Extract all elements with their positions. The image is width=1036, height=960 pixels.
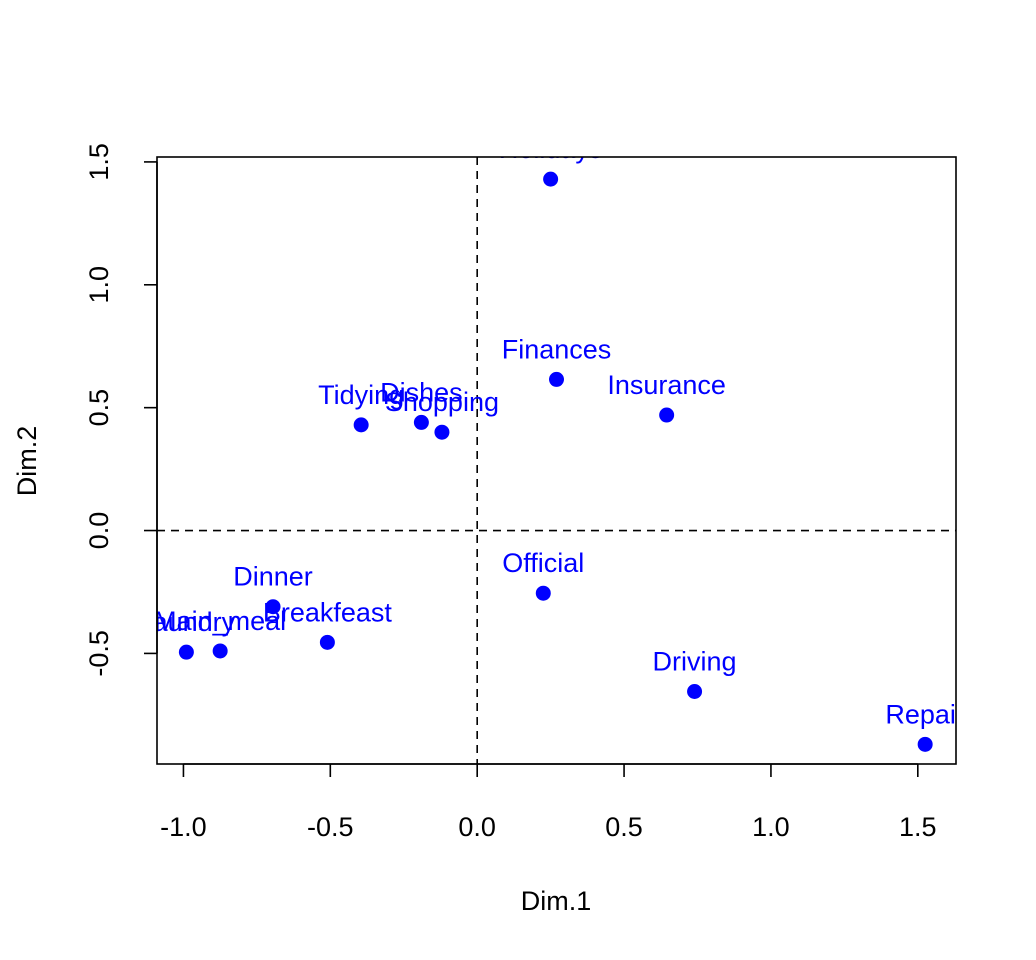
x-tick-label: 0.5	[605, 812, 643, 842]
plot-frame	[156, 156, 957, 765]
point-label: Holidays	[499, 134, 603, 164]
data-points: LaundryMain_mealDinnerBreakfeastTidyingD…	[138, 134, 965, 752]
point-label: Official	[502, 548, 584, 578]
x-axis: -1.0 -0.5 0.0 0.5 1.0 1.5	[160, 763, 937, 842]
x-axis-label: Dim.1	[521, 886, 592, 916]
point-label: Insurance	[607, 370, 726, 400]
point-label: Breakfeast	[263, 597, 393, 627]
point-dishes	[413, 414, 429, 430]
point-label: Dishes	[380, 377, 463, 407]
point-shopping	[434, 424, 450, 440]
x-tick-label: 1.0	[752, 812, 790, 842]
point-label: Driving	[653, 647, 737, 677]
point-repair	[917, 736, 933, 752]
point-laundry	[178, 644, 194, 660]
point-label: Finances	[502, 334, 612, 364]
x-tick-label: -1.0	[160, 812, 207, 842]
y-tick-label: 0.5	[84, 389, 114, 427]
y-axis-label: Dim.2	[12, 426, 42, 497]
point-label: Tidying	[318, 380, 404, 410]
x-tick-label: -0.5	[307, 812, 354, 842]
x-tick-label: 1.5	[899, 812, 937, 842]
point-label: Laundry	[138, 607, 236, 637]
point-holidays	[543, 171, 559, 187]
point-breakfeast	[319, 634, 335, 650]
point-tidying	[353, 417, 369, 433]
point-insurance	[659, 407, 675, 423]
point-driving	[687, 684, 703, 700]
y-tick-label: 1.5	[84, 143, 114, 181]
y-tick-label: -0.5	[84, 630, 114, 677]
y-tick-label: 0.0	[84, 512, 114, 550]
point-label: Main_meal	[154, 606, 286, 636]
x-tick-label: 0.0	[458, 812, 496, 842]
point-label: Shopping	[385, 387, 499, 417]
y-axis: -0.5 0.0 0.5 1.0 1.5	[84, 143, 158, 677]
point-main-meal	[212, 643, 228, 659]
y-tick-label: 1.0	[84, 266, 114, 304]
point-finances	[549, 371, 564, 387]
point-official	[535, 585, 551, 601]
reference-lines	[157, 157, 956, 764]
point-dinner	[265, 599, 281, 615]
point-label: Repair	[885, 699, 965, 729]
point-label: Dinner	[233, 562, 313, 592]
